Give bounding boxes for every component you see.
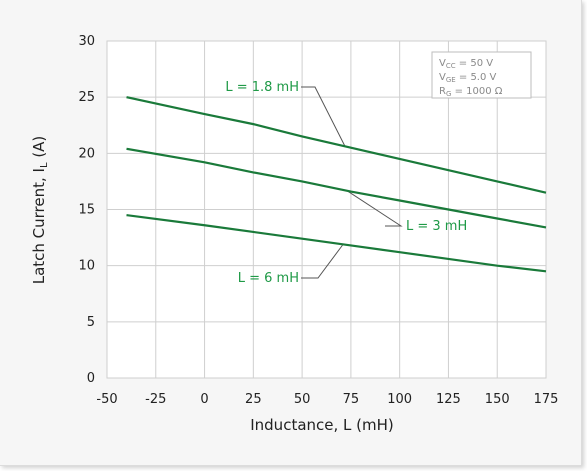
- series-label-3: L = 6 mH: [238, 271, 299, 286]
- condition-rg: RG = 1000 Ω: [439, 86, 503, 98]
- y-tick-label: 30: [78, 34, 95, 49]
- leader-line-2: [346, 190, 403, 227]
- leader-line-1: [301, 86, 346, 147]
- x-tick-label: 175: [534, 392, 559, 407]
- series-line-1: [126, 96, 547, 194]
- series-label-1: L = 1.8 mH: [225, 80, 299, 95]
- x-tick-label: 0: [200, 392, 208, 407]
- x-tick-label: 50: [294, 392, 311, 407]
- x-tick-label: 75: [343, 392, 360, 407]
- series-labels: L = 1.8 mH L = 3 mH L = 6 mH: [225, 80, 467, 286]
- series-line-3: [126, 214, 547, 273]
- series-line-2: [126, 147, 547, 229]
- y-tick-label: 15: [78, 203, 95, 218]
- leader-line-3: [301, 244, 344, 279]
- conditions-box: VCC = 50 V VGE = 5.0 V RG = 1000 Ω: [431, 51, 532, 99]
- y-tick-label: 5: [87, 315, 95, 330]
- condition-vge: VGE = 5.0 V: [439, 72, 497, 84]
- x-tick-label: 25: [245, 392, 262, 407]
- grid: [106, 40, 547, 379]
- y-tick-labels: 0 5 10 15 20 25 30: [78, 34, 95, 386]
- y-axis-title: Latch Current, IL (A): [30, 136, 50, 285]
- condition-vcc: VCC = 50 V: [439, 58, 493, 70]
- x-tick-label: 100: [387, 392, 412, 407]
- label-leaders: [301, 86, 403, 279]
- x-tick-labels: -50 -25 0 25 50 75 100 125 150 175: [96, 392, 558, 407]
- x-tick-label: 125: [436, 392, 461, 407]
- y-tick-label: 20: [78, 146, 95, 161]
- x-axis-title: Inductance, L (mH): [250, 416, 394, 434]
- series-lines: [126, 96, 547, 273]
- series-label-2: L = 3 mH: [406, 219, 467, 234]
- x-tick-label: -25: [145, 392, 166, 407]
- y-tick-label: 0: [87, 371, 95, 386]
- x-tick-label: -50: [96, 392, 117, 407]
- x-tick-label: 150: [485, 392, 510, 407]
- y-tick-label: 25: [78, 90, 95, 105]
- y-tick-label: 10: [78, 259, 95, 274]
